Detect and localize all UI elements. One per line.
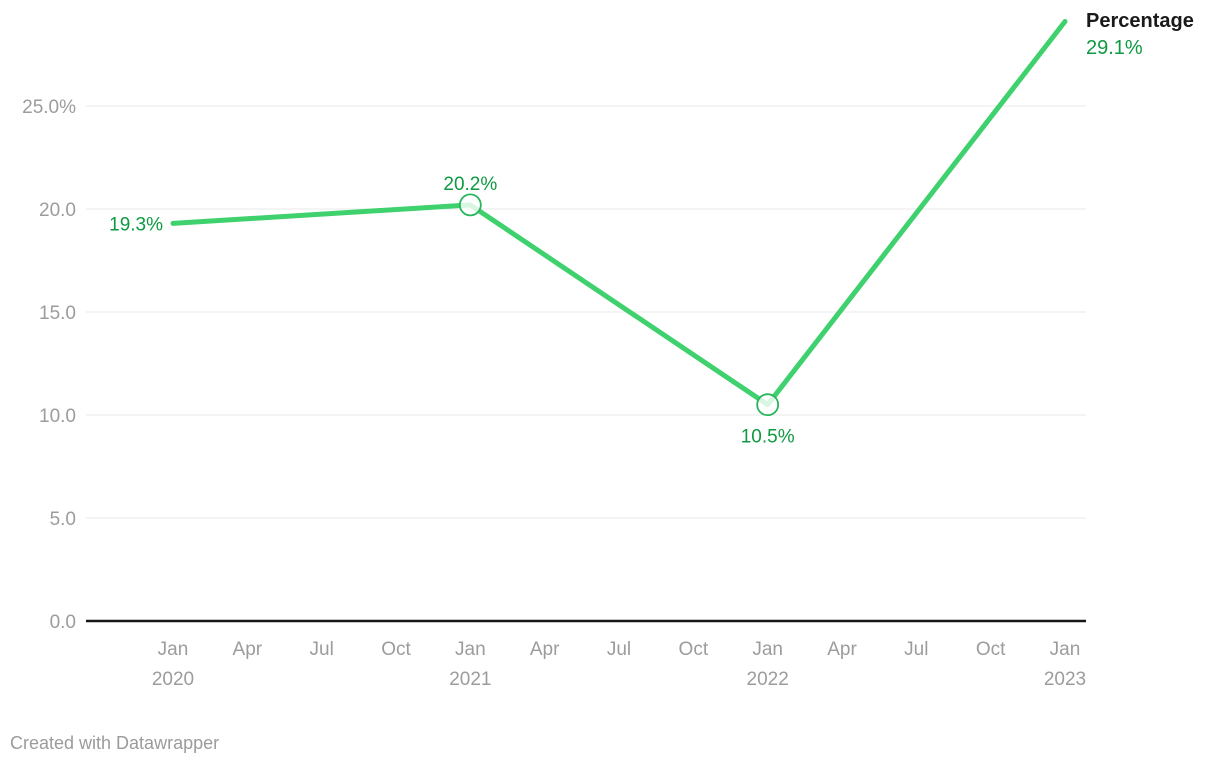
- x-tick-year-label: 2023: [1044, 669, 1086, 690]
- y-tick-label: 15.0: [39, 303, 76, 324]
- x-tick-label: Jul: [904, 639, 928, 660]
- datawrapper-credit-link[interactable]: Created with Datawrapper: [10, 733, 220, 753]
- x-tick-year-label: 2022: [747, 669, 789, 690]
- x-tick-year-label: 2021: [449, 669, 491, 690]
- y-tick-label: 10.0: [39, 406, 76, 427]
- chart-plot-area: 0.0 5.0 10.0 15.0 20.0 25.0% Jan 2020 Apr Jul Oct J…: [22, 19, 1086, 690]
- data-point-marker: [458, 193, 482, 217]
- x-tick-label: Apr: [827, 639, 857, 660]
- x-tick-label: Oct: [381, 639, 411, 660]
- x-tick-label: Apr: [530, 639, 560, 660]
- legend-series-label: Percentage: [1086, 10, 1194, 32]
- x-tick-label: Apr: [233, 639, 263, 660]
- y-tick-label: 25.0%: [22, 97, 76, 118]
- percentage-line: [170, 19, 1068, 408]
- legend: Percentage 29.1%: [1086, 8, 1194, 62]
- x-tick-label: Jan: [158, 639, 189, 660]
- legend-value-label: 29.1%: [1086, 37, 1143, 59]
- x-tick-label: Jan: [752, 639, 783, 660]
- x-tick-label: Jan: [1050, 639, 1081, 660]
- data-point-label: 20.2%: [443, 174, 497, 195]
- y-tick-label: 0.0: [50, 612, 76, 633]
- x-tick-label: Jan: [455, 639, 486, 660]
- data-point-label: 10.5%: [741, 427, 795, 448]
- x-tick-label: Oct: [976, 639, 1006, 660]
- data-point-marker: [756, 393, 780, 417]
- x-tick-label: Oct: [679, 639, 709, 660]
- y-tick-label: 20.0: [39, 200, 76, 221]
- x-tick-label: Jul: [310, 639, 334, 660]
- y-tick-label: 5.0: [50, 509, 76, 530]
- x-tick-label: Jul: [607, 639, 631, 660]
- data-point-label: 19.3%: [109, 214, 163, 235]
- x-tick-year-label: 2020: [152, 669, 194, 690]
